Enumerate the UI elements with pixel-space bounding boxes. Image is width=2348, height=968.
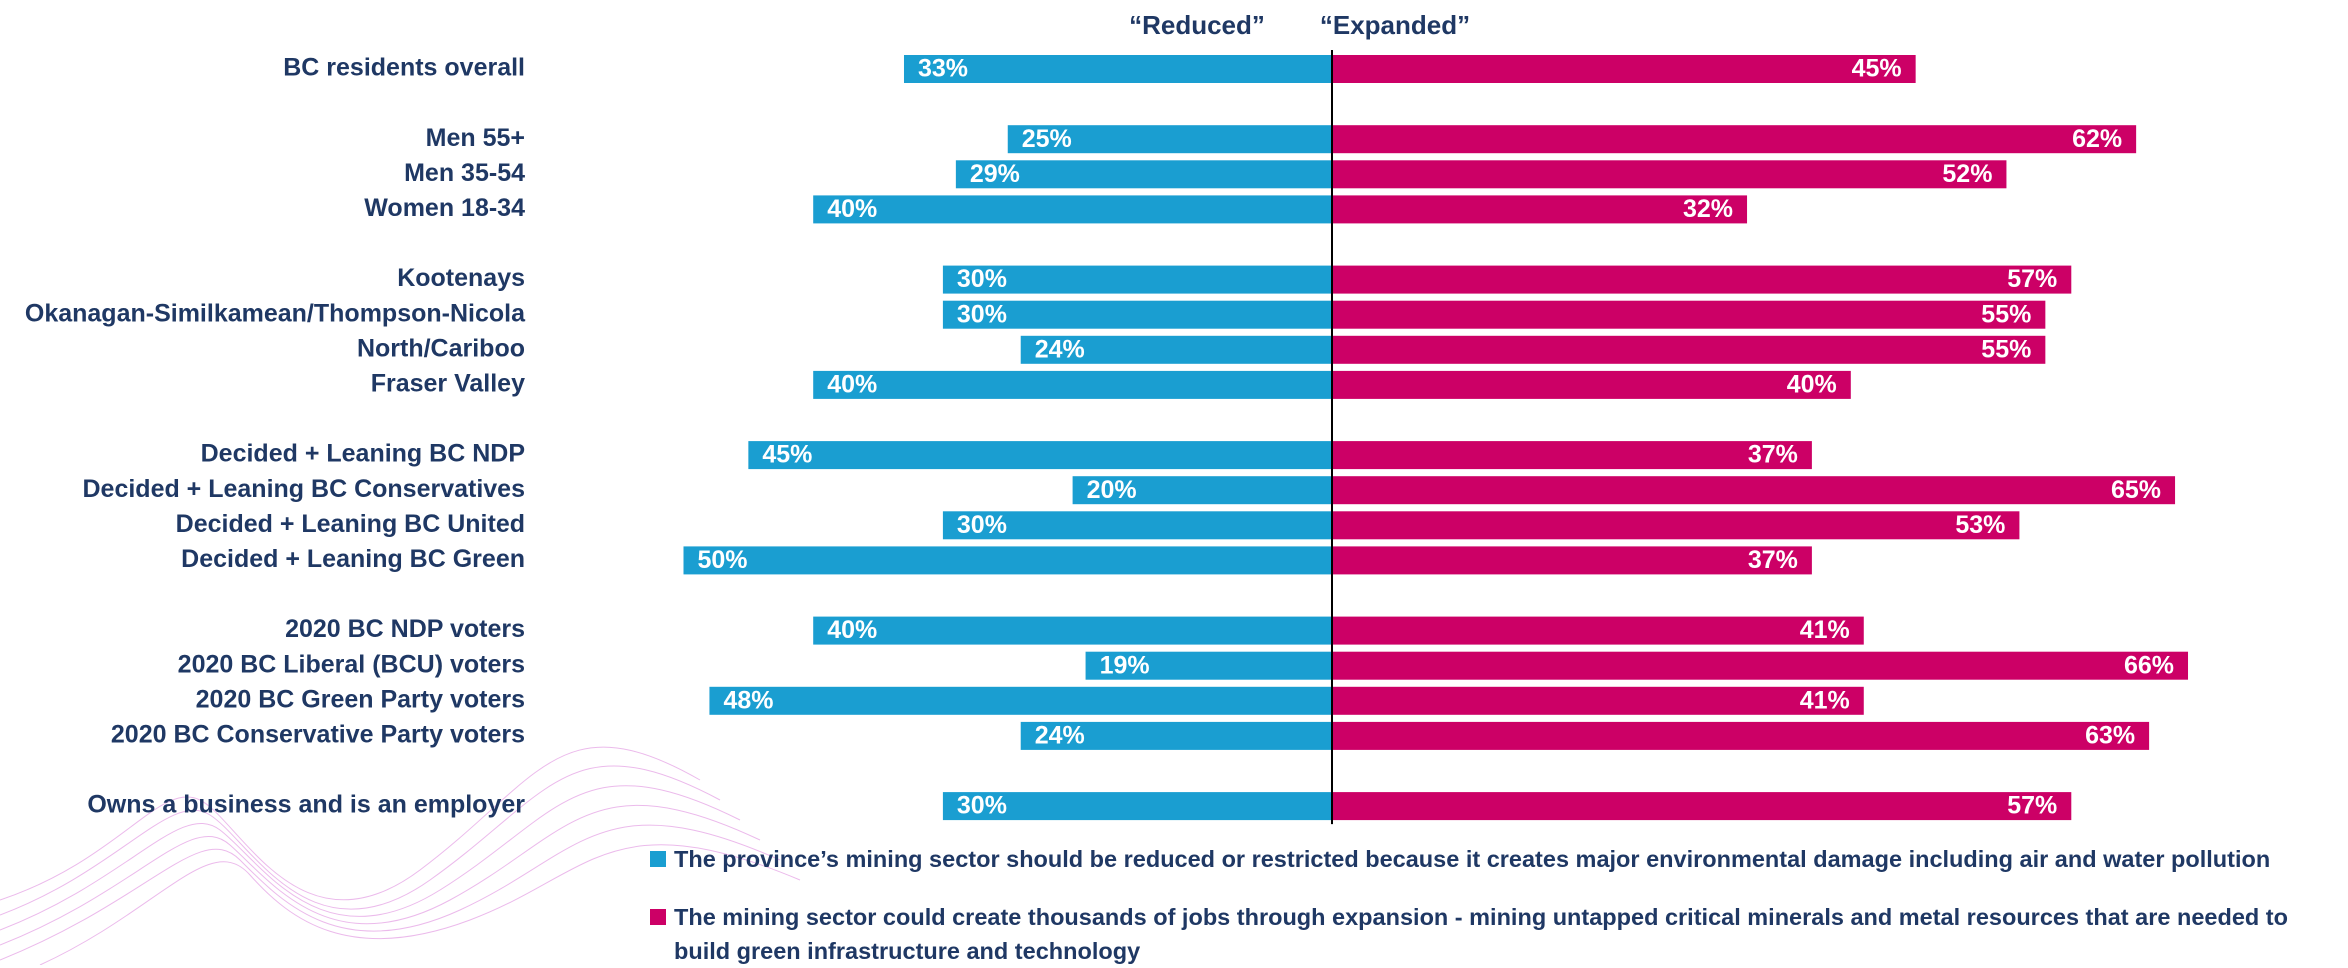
value-label: 45%	[762, 441, 812, 469]
bar	[1020, 721, 1332, 750]
bar	[942, 300, 1332, 329]
bar	[1072, 476, 1332, 505]
category-label: Decided + Leaning BC Green	[181, 545, 525, 573]
bar	[1332, 686, 1864, 715]
value-label: 57%	[2007, 265, 2057, 293]
bar	[683, 546, 1332, 575]
category-label: Kootenays	[397, 264, 525, 292]
bar	[1332, 195, 1748, 224]
column-header: “Expanded”	[1320, 10, 1470, 40]
value-label: 24%	[1035, 335, 1085, 363]
column-header: “Reduced”	[1129, 10, 1265, 40]
value-label: 29%	[970, 160, 1020, 188]
bar	[1007, 125, 1332, 154]
value-label: 57%	[2007, 792, 2057, 820]
bar	[942, 265, 1332, 294]
bar	[1332, 721, 2150, 750]
value-label: 62%	[2072, 125, 2122, 153]
value-label: 19%	[1100, 651, 1150, 679]
bar	[1332, 300, 2046, 329]
value-label: 40%	[827, 616, 877, 644]
bar	[813, 616, 1332, 645]
value-label: 41%	[1800, 616, 1850, 644]
bar	[955, 160, 1332, 189]
value-label: 48%	[723, 686, 773, 714]
bar	[1332, 792, 2072, 821]
legend-swatch	[650, 909, 666, 925]
bar	[1332, 616, 1864, 645]
value-label: 20%	[1087, 476, 1137, 504]
category-label: Fraser Valley	[371, 370, 525, 398]
value-label: 30%	[957, 300, 1007, 328]
category-label: North/Cariboo	[357, 334, 525, 362]
category-label: Owns a business and is an employer	[87, 791, 525, 819]
bar	[1332, 546, 1812, 575]
category-label: Decided + Leaning BC Conservatives	[82, 475, 525, 503]
value-label: 63%	[2085, 722, 2135, 750]
category-label: Decided + Leaning BC United	[176, 510, 525, 538]
value-label: 33%	[918, 55, 968, 83]
bar	[813, 195, 1332, 224]
legend-label: The province’s mining sector should be r…	[674, 846, 2271, 872]
bar	[942, 511, 1332, 540]
value-label: 30%	[957, 511, 1007, 539]
value-label: 45%	[1852, 55, 1902, 83]
value-label: 40%	[827, 371, 877, 399]
value-label: 66%	[2124, 651, 2174, 679]
category-label: Women 18-34	[364, 194, 525, 222]
bar	[1332, 160, 2007, 189]
category-label: Men 35-54	[404, 159, 525, 187]
value-label: 37%	[1748, 546, 1798, 574]
bar	[1332, 265, 2072, 294]
value-label: 25%	[1022, 125, 1072, 153]
bar	[942, 792, 1332, 821]
category-label: 2020 BC Conservative Party voters	[111, 721, 525, 749]
value-label: 30%	[957, 792, 1007, 820]
decoration	[0, 746, 801, 965]
value-label: 65%	[2111, 476, 2161, 504]
bar	[813, 370, 1332, 399]
bar	[1332, 441, 1812, 470]
legend-item: The province’s mining sector should be r…	[650, 842, 2348, 876]
value-label: 40%	[1787, 371, 1837, 399]
bar	[903, 55, 1332, 83]
value-label: 24%	[1035, 722, 1085, 750]
value-label: 32%	[1683, 195, 1733, 223]
legend-swatch	[650, 851, 666, 867]
category-label: Decided + Leaning BC NDP	[201, 440, 525, 468]
category-label: 2020 BC NDP voters	[285, 615, 525, 643]
bar	[1332, 511, 2020, 540]
value-label: 53%	[1955, 511, 2005, 539]
value-label: 40%	[827, 195, 877, 223]
category-label: BC residents overall	[283, 54, 525, 82]
bar	[1332, 370, 1851, 399]
category-label: 2020 BC Liberal (BCU) voters	[178, 650, 525, 678]
bar	[748, 441, 1332, 470]
bar	[1085, 651, 1332, 680]
legend-item: The mining sector could create thousands…	[650, 900, 2348, 968]
bar	[1332, 125, 2137, 154]
value-label: 52%	[1942, 160, 1992, 188]
value-label: 37%	[1748, 441, 1798, 469]
legend-label: The mining sector could create thousands…	[674, 904, 2288, 964]
bar	[1332, 651, 2189, 680]
bar	[709, 686, 1332, 715]
bar	[1332, 476, 2176, 505]
bar	[1332, 335, 2046, 364]
value-label: 55%	[1981, 335, 2031, 363]
category-label: Okanagan-Similkamean/Thompson-Nicola	[25, 299, 526, 327]
bar	[1020, 335, 1332, 364]
value-label: 30%	[957, 265, 1007, 293]
category-label: Men 55+	[426, 124, 525, 152]
category-label: 2020 BC Green Party voters	[196, 685, 525, 713]
value-label: 50%	[698, 546, 748, 574]
value-label: 55%	[1981, 300, 2031, 328]
bar	[1332, 55, 1916, 83]
value-label: 41%	[1800, 686, 1850, 714]
